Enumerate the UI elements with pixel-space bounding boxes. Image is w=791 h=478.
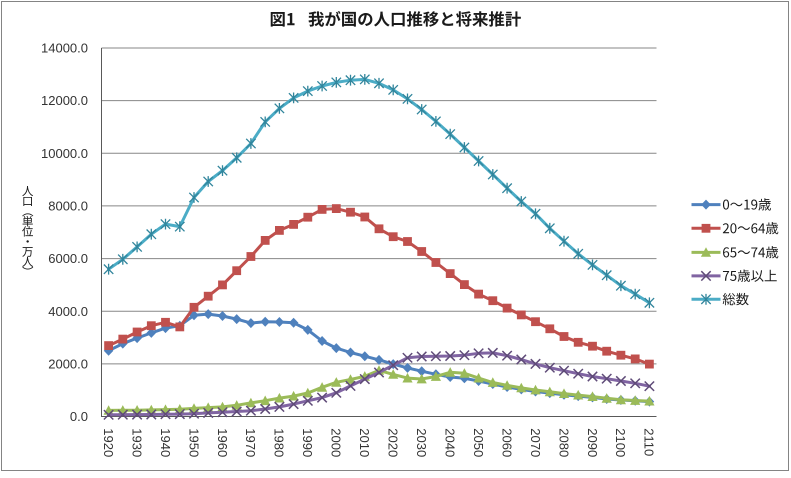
svg-text:12000.0: 12000.0 [41, 93, 88, 108]
svg-text:1930: 1930 [129, 428, 144, 457]
svg-text:4000.0: 4000.0 [48, 304, 88, 319]
svg-text:1940: 1940 [158, 428, 173, 457]
svg-text:6000.0: 6000.0 [48, 251, 88, 266]
svg-text:2010: 2010 [357, 428, 372, 457]
svg-text:2030: 2030 [414, 428, 429, 457]
svg-text:1970: 1970 [243, 428, 258, 457]
svg-text:2110: 2110 [642, 428, 657, 456]
svg-text:2070: 2070 [528, 428, 543, 457]
svg-text:1960: 1960 [215, 428, 230, 457]
svg-text:1980: 1980 [272, 428, 287, 457]
svg-text:14000.0: 14000.0 [41, 41, 88, 56]
svg-text:2000.0: 2000.0 [48, 357, 88, 372]
svg-text:1990: 1990 [300, 428, 315, 457]
svg-text:8000.0: 8000.0 [48, 199, 88, 214]
svg-text:10000.0: 10000.0 [41, 146, 88, 161]
svg-text:2020: 2020 [386, 428, 401, 457]
svg-text:2000: 2000 [329, 428, 344, 457]
svg-text:0.0: 0.0 [70, 409, 88, 424]
svg-text:2040: 2040 [443, 428, 458, 457]
svg-text:2090: 2090 [585, 428, 600, 457]
svg-text:2060: 2060 [499, 428, 514, 457]
svg-text:2050: 2050 [471, 428, 486, 457]
svg-text:1950: 1950 [186, 428, 201, 457]
svg-text:2080: 2080 [556, 428, 571, 457]
svg-text:2100: 2100 [613, 428, 628, 457]
svg-text:1920: 1920 [101, 428, 116, 457]
